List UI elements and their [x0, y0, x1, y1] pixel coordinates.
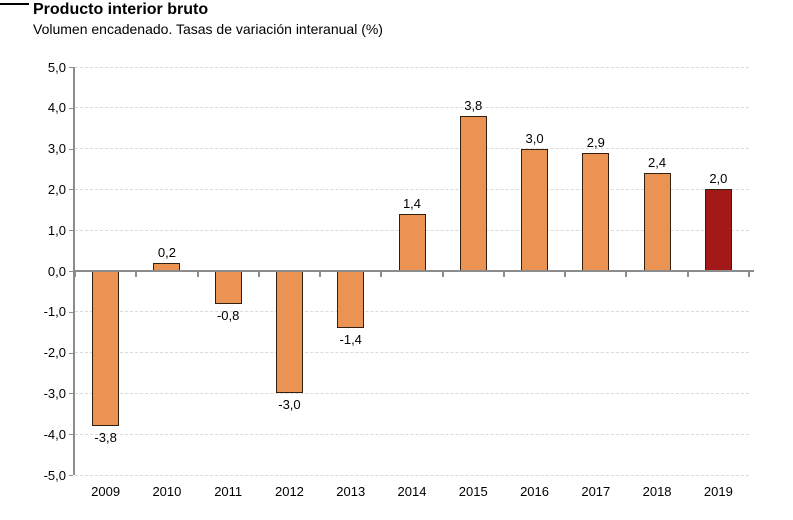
x-axis-label-2013: 2013	[336, 484, 366, 499]
gridline-5,0	[75, 66, 749, 68]
y-axis-label-3,0: 3,0	[47, 141, 66, 157]
y-tick-2,0	[69, 189, 73, 191]
y-tick--3,0	[69, 393, 73, 395]
x-tick-1	[135, 272, 138, 277]
y-axis-line	[73, 67, 75, 475]
bar-2017	[582, 152, 610, 271]
bar-2013	[337, 271, 365, 329]
x-tick-2	[196, 272, 199, 277]
gridline-2,0	[75, 188, 749, 190]
y-axis-label--3,0: -3,0	[43, 385, 66, 401]
x-tick-8	[564, 272, 567, 277]
y-tick-4,0	[69, 107, 73, 109]
y-tick--4,0	[69, 434, 73, 436]
y-axis-label-1,0: 1,0	[47, 222, 66, 238]
value-label-2009: -3,8	[94, 430, 117, 446]
value-label-2013: -1,4	[339, 332, 362, 348]
bar-2009	[92, 271, 120, 427]
x-axis-label-2016: 2016	[520, 484, 549, 499]
chart-title: Producto interior bruto	[33, 1, 209, 18]
value-label-2010: 0,2	[157, 244, 176, 260]
gridline--1,0	[75, 311, 749, 313]
y-tick-5,0	[69, 67, 73, 68]
x-tick-10	[686, 272, 689, 277]
x-axis-label-2012: 2012	[274, 484, 304, 499]
bar-2016	[521, 148, 549, 271]
x-axis-label-2015: 2015	[458, 484, 488, 499]
x-tick-9	[625, 272, 628, 277]
y-axis-label-5,0: 5,0	[47, 59, 66, 75]
y-tick-3,0	[69, 148, 73, 150]
gridline--2,0	[75, 352, 749, 354]
y-axis-label-4,0: 4,0	[47, 100, 66, 116]
x-tick-5	[380, 272, 383, 277]
y-axis-label-2,0: 2,0	[47, 181, 66, 197]
x-axis-label-2014: 2014	[397, 484, 427, 499]
x-tick-3	[257, 272, 260, 277]
x-axis-label-2009: 2009	[91, 484, 121, 499]
x-axis-label-2018: 2018	[642, 484, 672, 499]
bar-2014	[398, 213, 426, 271]
x-axis-label-2011: 2011	[214, 484, 243, 499]
y-axis-label--1,0: -1,0	[43, 304, 66, 320]
x-axis-label-2017: 2017	[581, 484, 611, 499]
value-label-2011: -0,8	[216, 307, 240, 323]
y-tick--5,0	[69, 475, 73, 476]
zero-axis-line	[75, 270, 754, 272]
y-tick--2,0	[69, 352, 73, 354]
bar-2015	[459, 115, 487, 271]
x-tick-6	[441, 272, 444, 277]
y-axis-label--2,0: -2,0	[43, 345, 66, 361]
gridline--3,0	[75, 392, 749, 394]
bar-2019	[704, 189, 732, 271]
x-axis-label-2019: 2019	[703, 484, 733, 499]
crop-artifact-line	[0, 3, 29, 5]
gridline-4,0	[75, 107, 749, 109]
value-label-2019: 2,0	[709, 171, 728, 187]
gridline--4,0	[75, 433, 749, 435]
x-tick-11	[748, 272, 750, 277]
value-label-2017: 2,9	[586, 134, 605, 150]
y-tick-1,0	[69, 230, 73, 232]
bar-2012	[275, 271, 303, 394]
value-label-2015: 3,8	[464, 97, 483, 113]
x-tick-4	[319, 272, 322, 277]
bar-2018	[643, 173, 671, 271]
value-label-2018: 2,4	[648, 155, 667, 171]
y-tick--1,0	[69, 311, 73, 313]
x-axis-label-2010: 2010	[152, 484, 182, 499]
x-tick-7	[502, 272, 505, 277]
value-label-2014: 1,4	[402, 195, 422, 211]
gridline-3,0	[75, 148, 749, 150]
chart-subtitle: Volumen encadenado. Tasas de variación i…	[33, 21, 383, 37]
bar-2011	[214, 271, 242, 304]
y-axis-label--5,0: -5,0	[43, 467, 66, 483]
y-axis-label-0,0: 0,0	[47, 263, 66, 279]
value-label-2016: 3,0	[525, 130, 544, 146]
x-tick-0	[74, 272, 76, 277]
y-tick-0,0	[69, 271, 73, 272]
y-axis-label--4,0: -4,0	[43, 426, 66, 442]
plot-area: -3,8 0,2 -0,8 -3,0 -1,4 1,4 3,8 3,0 2,9 2,4 2,0	[69, 66, 754, 476]
gridline--5,0	[75, 474, 749, 476]
value-label-2012: -3,0	[278, 397, 301, 413]
